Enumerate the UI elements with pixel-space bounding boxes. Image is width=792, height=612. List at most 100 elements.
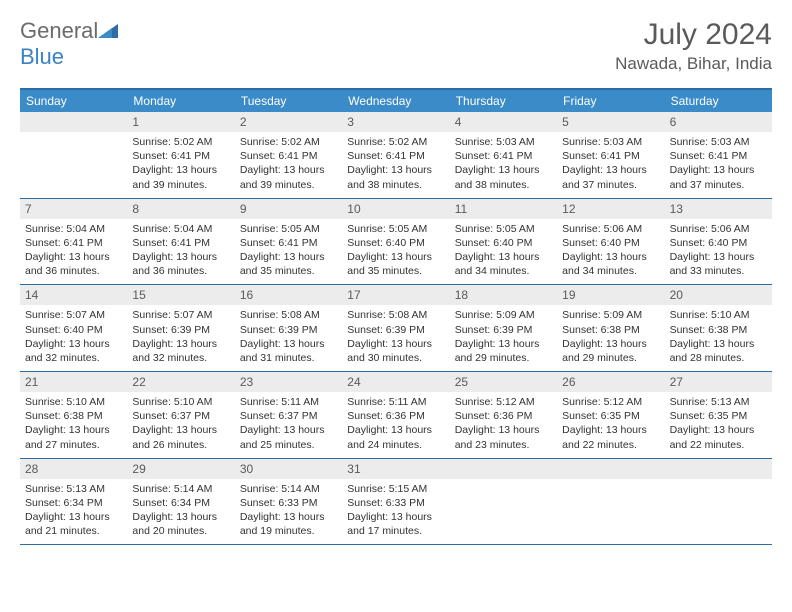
calendar-cell: 4Sunrise: 5:03 AMSunset: 6:41 PMDaylight… — [450, 112, 557, 198]
day-number: 15 — [127, 285, 234, 305]
sunset-line: Sunset: 6:41 PM — [455, 149, 552, 163]
day-info: Sunrise: 5:14 AMSunset: 6:34 PMDaylight:… — [127, 479, 234, 545]
sunset-line: Sunset: 6:39 PM — [455, 323, 552, 337]
day-info: Sunrise: 5:05 AMSunset: 6:40 PMDaylight:… — [450, 219, 557, 285]
calendar-cell: 25Sunrise: 5:12 AMSunset: 6:36 PMDayligh… — [450, 372, 557, 458]
day-number: 24 — [342, 372, 449, 392]
calendar-cell: 18Sunrise: 5:09 AMSunset: 6:39 PMDayligh… — [450, 285, 557, 371]
dow-thursday: Thursday — [450, 90, 557, 112]
calendar-cell: 8Sunrise: 5:04 AMSunset: 6:41 PMDaylight… — [127, 199, 234, 285]
sunrise-line: Sunrise: 5:06 AM — [562, 222, 659, 236]
calendar-cell — [557, 459, 664, 545]
dow-wednesday: Wednesday — [342, 90, 449, 112]
brand-text: GeneralBlue — [20, 18, 118, 70]
daylight-line: Daylight: 13 hours and 20 minutes. — [132, 510, 229, 538]
sunset-line: Sunset: 6:41 PM — [132, 236, 229, 250]
calendar-cell: 1Sunrise: 5:02 AMSunset: 6:41 PMDaylight… — [127, 112, 234, 198]
day-info: Sunrise: 5:09 AMSunset: 6:38 PMDaylight:… — [557, 305, 664, 371]
week-row: 21Sunrise: 5:10 AMSunset: 6:38 PMDayligh… — [20, 372, 772, 459]
daylight-line: Daylight: 13 hours and 24 minutes. — [347, 423, 444, 451]
sunset-line: Sunset: 6:38 PM — [25, 409, 122, 423]
dow-tuesday: Tuesday — [235, 90, 342, 112]
day-number: 13 — [665, 199, 772, 219]
sunset-line: Sunset: 6:36 PM — [455, 409, 552, 423]
week-row: 7Sunrise: 5:04 AMSunset: 6:41 PMDaylight… — [20, 199, 772, 286]
weeks-container: 1Sunrise: 5:02 AMSunset: 6:41 PMDaylight… — [20, 112, 772, 545]
daylight-line: Daylight: 13 hours and 17 minutes. — [347, 510, 444, 538]
sunrise-line: Sunrise: 5:05 AM — [240, 222, 337, 236]
day-info: Sunrise: 5:15 AMSunset: 6:33 PMDaylight:… — [342, 479, 449, 545]
sunrise-line: Sunrise: 5:08 AM — [347, 308, 444, 322]
day-info: Sunrise: 5:02 AMSunset: 6:41 PMDaylight:… — [235, 132, 342, 198]
day-info: Sunrise: 5:12 AMSunset: 6:36 PMDaylight:… — [450, 392, 557, 458]
day-number: 12 — [557, 199, 664, 219]
day-info: Sunrise: 5:10 AMSunset: 6:38 PMDaylight:… — [665, 305, 772, 371]
sunrise-line: Sunrise: 5:06 AM — [670, 222, 767, 236]
calendar-cell: 10Sunrise: 5:05 AMSunset: 6:40 PMDayligh… — [342, 199, 449, 285]
sunset-line: Sunset: 6:35 PM — [562, 409, 659, 423]
sunrise-line: Sunrise: 5:10 AM — [25, 395, 122, 409]
day-info: Sunrise: 5:14 AMSunset: 6:33 PMDaylight:… — [235, 479, 342, 545]
day-of-week-row: SundayMondayTuesdayWednesdayThursdayFrid… — [20, 90, 772, 112]
day-info: Sunrise: 5:10 AMSunset: 6:38 PMDaylight:… — [20, 392, 127, 458]
calendar-cell: 9Sunrise: 5:05 AMSunset: 6:41 PMDaylight… — [235, 199, 342, 285]
calendar-cell — [450, 459, 557, 545]
calendar-cell — [20, 112, 127, 198]
sunset-line: Sunset: 6:41 PM — [347, 149, 444, 163]
day-number: 16 — [235, 285, 342, 305]
day-info: Sunrise: 5:04 AMSunset: 6:41 PMDaylight:… — [127, 219, 234, 285]
day-number: 11 — [450, 199, 557, 219]
sunrise-line: Sunrise: 5:10 AM — [132, 395, 229, 409]
sunrise-line: Sunrise: 5:11 AM — [240, 395, 337, 409]
sunrise-line: Sunrise: 5:05 AM — [455, 222, 552, 236]
sunset-line: Sunset: 6:38 PM — [562, 323, 659, 337]
sunrise-line: Sunrise: 5:02 AM — [132, 135, 229, 149]
sunrise-line: Sunrise: 5:13 AM — [670, 395, 767, 409]
daylight-line: Daylight: 13 hours and 33 minutes. — [670, 250, 767, 278]
day-info: Sunrise: 5:04 AMSunset: 6:41 PMDaylight:… — [20, 219, 127, 285]
daylight-line: Daylight: 13 hours and 22 minutes. — [562, 423, 659, 451]
day-number: 6 — [665, 112, 772, 132]
day-info: Sunrise: 5:02 AMSunset: 6:41 PMDaylight:… — [127, 132, 234, 198]
daylight-line: Daylight: 13 hours and 32 minutes. — [132, 337, 229, 365]
daylight-line: Daylight: 13 hours and 39 minutes. — [132, 163, 229, 191]
daylight-line: Daylight: 13 hours and 21 minutes. — [25, 510, 122, 538]
daylight-line: Daylight: 13 hours and 35 minutes. — [347, 250, 444, 278]
calendar-cell: 6Sunrise: 5:03 AMSunset: 6:41 PMDaylight… — [665, 112, 772, 198]
sunrise-line: Sunrise: 5:03 AM — [670, 135, 767, 149]
day-info: Sunrise: 5:12 AMSunset: 6:35 PMDaylight:… — [557, 392, 664, 458]
calendar-cell: 31Sunrise: 5:15 AMSunset: 6:33 PMDayligh… — [342, 459, 449, 545]
calendar-cell: 24Sunrise: 5:11 AMSunset: 6:36 PMDayligh… — [342, 372, 449, 458]
daylight-line: Daylight: 13 hours and 23 minutes. — [455, 423, 552, 451]
daylight-line: Daylight: 13 hours and 29 minutes. — [455, 337, 552, 365]
sunset-line: Sunset: 6:41 PM — [670, 149, 767, 163]
dow-monday: Monday — [127, 90, 234, 112]
sunrise-line: Sunrise: 5:13 AM — [25, 482, 122, 496]
sunrise-line: Sunrise: 5:08 AM — [240, 308, 337, 322]
sunset-line: Sunset: 6:33 PM — [347, 496, 444, 510]
day-number: 3 — [342, 112, 449, 132]
daylight-line: Daylight: 13 hours and 31 minutes. — [240, 337, 337, 365]
sunrise-line: Sunrise: 5:12 AM — [562, 395, 659, 409]
sunrise-line: Sunrise: 5:10 AM — [670, 308, 767, 322]
day-number: 10 — [342, 199, 449, 219]
daylight-line: Daylight: 13 hours and 37 minutes. — [562, 163, 659, 191]
sunset-line: Sunset: 6:36 PM — [347, 409, 444, 423]
week-row: 1Sunrise: 5:02 AMSunset: 6:41 PMDaylight… — [20, 112, 772, 199]
sunset-line: Sunset: 6:40 PM — [562, 236, 659, 250]
day-number: 20 — [665, 285, 772, 305]
day-info: Sunrise: 5:05 AMSunset: 6:40 PMDaylight:… — [342, 219, 449, 285]
day-number: 23 — [235, 372, 342, 392]
calendar-cell: 16Sunrise: 5:08 AMSunset: 6:39 PMDayligh… — [235, 285, 342, 371]
daylight-line: Daylight: 13 hours and 39 minutes. — [240, 163, 337, 191]
sunrise-line: Sunrise: 5:02 AM — [347, 135, 444, 149]
sunrise-line: Sunrise: 5:09 AM — [562, 308, 659, 322]
sunset-line: Sunset: 6:41 PM — [562, 149, 659, 163]
month-title: July 2024 — [615, 18, 772, 52]
daylight-line: Daylight: 13 hours and 35 minutes. — [240, 250, 337, 278]
calendar-cell: 3Sunrise: 5:02 AMSunset: 6:41 PMDaylight… — [342, 112, 449, 198]
day-info: Sunrise: 5:11 AMSunset: 6:37 PMDaylight:… — [235, 392, 342, 458]
day-number: 27 — [665, 372, 772, 392]
day-number: 9 — [235, 199, 342, 219]
day-number: 26 — [557, 372, 664, 392]
